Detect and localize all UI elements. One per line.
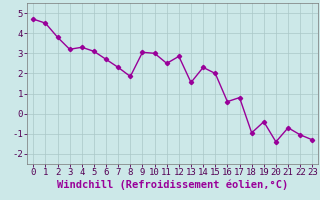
X-axis label: Windchill (Refroidissement éolien,°C): Windchill (Refroidissement éolien,°C) bbox=[57, 180, 288, 190]
